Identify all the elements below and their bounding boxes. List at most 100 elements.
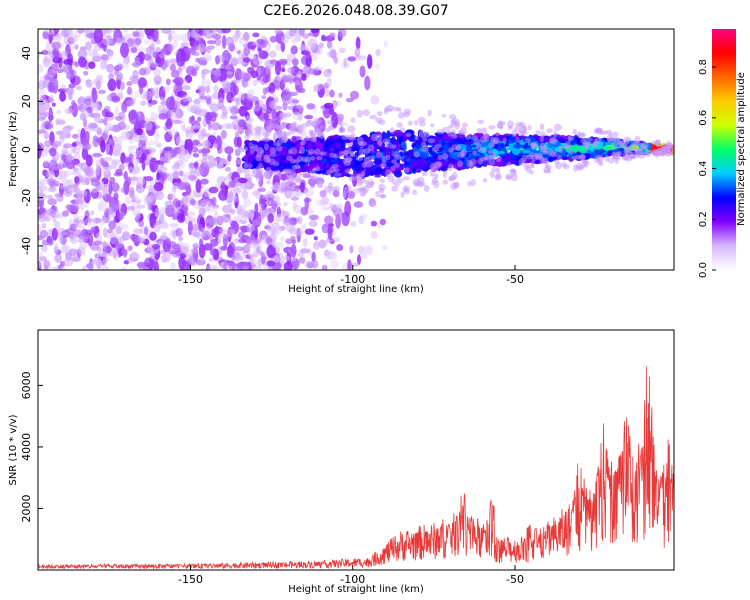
noise-cell — [312, 87, 321, 93]
noise-cell — [121, 248, 128, 256]
signal-halo-cell — [287, 168, 293, 174]
noise-cell — [159, 172, 167, 182]
noise-cell — [59, 132, 66, 140]
signal-halo-cell — [484, 155, 489, 160]
signal-halo-cell — [472, 150, 478, 155]
noise-cell — [141, 152, 147, 161]
noise-cell — [78, 245, 85, 255]
signal-halo-cell — [311, 120, 319, 128]
y-tick-label: 6000 — [20, 371, 33, 399]
colorbar-label: Normalized spectral amplitude — [736, 72, 747, 226]
noise-cell — [288, 91, 298, 97]
noise-cell — [164, 131, 173, 143]
noise-cell — [285, 87, 290, 93]
noise-cell — [323, 69, 332, 78]
noise-cell — [75, 197, 85, 205]
signal-halo-cell — [431, 147, 440, 153]
noise-cell — [84, 101, 95, 110]
noise-cell — [136, 261, 147, 269]
noise-cell — [158, 89, 165, 95]
noise-cell — [361, 253, 368, 259]
signal-halo-cell — [343, 160, 352, 166]
noise-cell — [299, 248, 310, 254]
noise-cell — [201, 78, 212, 88]
signal-halo-cell — [587, 137, 593, 142]
noise-cell — [288, 182, 297, 192]
signal-cell — [356, 160, 364, 164]
signal-halo-cell — [319, 151, 327, 156]
noise-cell — [357, 55, 368, 61]
signal-halo-cell — [524, 137, 531, 144]
noise-cell — [115, 168, 123, 176]
noise-cell — [54, 193, 63, 198]
signal-halo-cell — [639, 144, 645, 149]
noise-cell — [43, 131, 50, 140]
signal-halo-cell — [630, 153, 636, 160]
noise-cell — [106, 143, 111, 154]
signal-halo-cell — [482, 178, 488, 183]
noise-cell — [38, 180, 45, 189]
noise-cell — [200, 128, 207, 137]
noise-cell — [322, 225, 329, 233]
noise-cell — [327, 225, 333, 241]
noise-cell — [69, 43, 75, 51]
noise-cell — [96, 74, 103, 81]
spectrogram-x-label: Height of straight line (km) — [288, 284, 424, 295]
noise-cell — [102, 37, 111, 46]
noise-cell — [245, 237, 251, 244]
noise-cell — [190, 198, 196, 206]
noise-cell — [226, 74, 233, 79]
noise-cell — [38, 82, 42, 89]
noise-cell — [298, 184, 305, 189]
signal-halo-cell — [339, 151, 344, 157]
noise-cell — [281, 95, 291, 105]
noise-cell — [177, 182, 188, 191]
signal-halo-cell — [612, 131, 619, 138]
noise-cell — [349, 90, 360, 100]
noise-cell — [252, 265, 263, 270]
noise-cell — [183, 200, 192, 207]
noise-cell — [135, 211, 141, 221]
noise-cell — [299, 43, 307, 51]
signal-halo-cell — [549, 137, 558, 145]
noise-cell — [224, 146, 234, 155]
noise-cell — [107, 228, 113, 234]
noise-cell — [294, 191, 303, 197]
noise-cell — [52, 165, 59, 171]
noise-cell — [266, 225, 272, 232]
noise-cell — [48, 107, 53, 123]
noise-cell — [125, 99, 136, 107]
noise-cell — [232, 187, 242, 195]
signal-halo-cell — [348, 136, 357, 141]
noise-cell — [125, 134, 130, 139]
signal-halo-cell — [343, 186, 352, 194]
noise-cell — [220, 130, 227, 139]
noise-cell — [274, 242, 284, 250]
noise-cell — [88, 61, 96, 69]
noise-cell — [201, 70, 206, 80]
noise-cell — [234, 130, 239, 138]
noise-cell — [135, 204, 146, 209]
noise-cell — [306, 43, 317, 52]
noise-cell — [251, 219, 261, 226]
noise-cell — [41, 49, 49, 56]
signal-halo-cell — [405, 132, 412, 137]
noise-cell — [238, 147, 245, 153]
signal-cell — [513, 144, 523, 149]
noise-cell — [224, 166, 231, 172]
noise-cell — [39, 256, 47, 262]
signal-halo-cell — [380, 162, 387, 169]
noise-cell — [161, 64, 167, 72]
noise-cell — [285, 238, 293, 245]
noise-cell — [285, 223, 295, 233]
signal-halo-cell — [436, 128, 445, 135]
signal-halo-cell — [422, 137, 428, 142]
signal-halo-cell — [661, 146, 669, 154]
signal-halo-cell — [557, 154, 562, 161]
noise-cell — [69, 248, 78, 257]
noise-cell — [298, 87, 306, 94]
noise-cell — [143, 226, 149, 236]
signal-halo-cell — [269, 147, 277, 154]
noise-cell — [222, 82, 227, 88]
signal-halo-cell — [314, 148, 321, 156]
